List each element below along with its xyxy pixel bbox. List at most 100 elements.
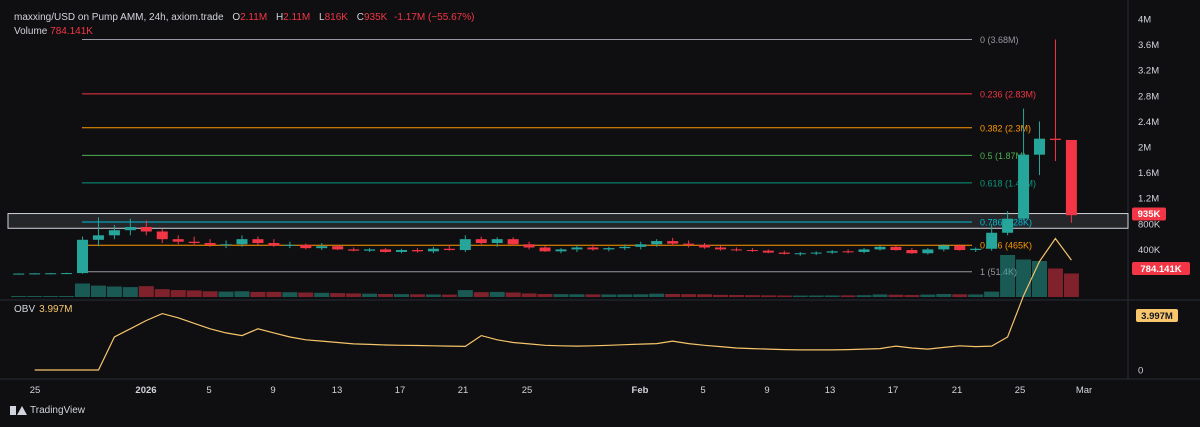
candle-body <box>475 239 487 243</box>
candle-body <box>140 227 152 232</box>
fib-label-0.236: 0.236 (2.83M) <box>980 89 1036 99</box>
volume-bar <box>59 296 75 297</box>
fib-label-0: 0 (3.68M) <box>980 35 1019 45</box>
time-tick-label: 17 <box>888 385 899 396</box>
candle-body <box>108 230 120 236</box>
high-value: 2.11M <box>283 12 311 23</box>
volume-bar <box>792 295 808 297</box>
candle-body <box>124 227 136 231</box>
volume-bar <box>473 292 489 297</box>
volume-bar <box>920 294 936 297</box>
candle-body <box>810 252 822 254</box>
volume-bar <box>872 294 888 297</box>
candle-body <box>746 250 758 252</box>
volume-bar <box>202 291 218 297</box>
candle-body <box>316 246 328 249</box>
volume-bar <box>250 291 266 297</box>
volume-legend[interactable]: Volume 784.141K <box>14 26 93 37</box>
tradingview-wordmark: TradingView <box>30 405 86 416</box>
price-tick-label: 3.2M <box>1138 66 1159 77</box>
symbol-legend[interactable]: maxxing/USD on Pump AMM, 24h, axiom.trad… <box>14 12 474 23</box>
time-axis[interactable]: 25 2026 5 9 13 17 21 25 Feb 5 9 13 17 21 25 Mar <box>30 385 1092 396</box>
low-value: 816K <box>324 12 348 23</box>
volume-bar <box>1032 261 1047 297</box>
candle-body <box>380 249 392 252</box>
candle-body <box>587 247 599 250</box>
volume-bar <box>649 293 665 297</box>
price-tick-label: 4M <box>1138 15 1151 26</box>
price-tick-label: 800K <box>1138 219 1161 230</box>
candle-body <box>188 241 200 243</box>
volume-bar <box>713 294 728 297</box>
price-tick-label: 2.8M <box>1138 91 1159 102</box>
candle-body <box>874 246 886 250</box>
volume-bar <box>585 294 601 297</box>
candle-body <box>77 239 88 274</box>
price-badge-bg <box>1132 207 1166 221</box>
time-tick-label: 2026 <box>135 385 156 396</box>
time-tick-label: Mar <box>1076 385 1092 396</box>
volume-bar <box>489 291 505 297</box>
volume-bar <box>952 294 968 297</box>
volume-bar <box>106 286 122 297</box>
candle-body <box>938 245 950 250</box>
volume-bar <box>11 296 27 297</box>
time-tick-label: 13 <box>825 385 836 396</box>
volume-bar <box>218 291 234 297</box>
tradingview-logo[interactable]: TradingView <box>10 405 85 416</box>
axis-badges: 935K 784.141K 3.997M <box>1132 207 1190 322</box>
candle-body <box>683 243 695 245</box>
candle-body <box>252 239 264 243</box>
volume-bar <box>505 292 521 297</box>
time-tick-label: 13 <box>332 385 343 396</box>
time-tick-label: 17 <box>395 385 406 396</box>
obv-series <box>34 237 1072 371</box>
volume-bar <box>601 294 617 297</box>
volume-bar <box>856 295 872 297</box>
candles[interactable] <box>13 39 1077 275</box>
time-tick-label: 5 <box>206 385 211 396</box>
fib-label-1: 1 (51.4K) <box>980 267 1017 277</box>
candle-body <box>268 243 280 246</box>
volume-bar <box>984 291 1000 297</box>
volume-badge: 784.141K <box>1140 264 1181 275</box>
volume-bar <box>298 292 314 297</box>
fib-label-0.382: 0.382 (2.3M) <box>980 123 1031 133</box>
candle-body <box>778 252 790 254</box>
volume-bar <box>330 293 346 297</box>
change-value: -1.17M (−55.67%) <box>394 12 475 23</box>
volume-bar <box>728 295 744 297</box>
price-tick-label: 1.6M <box>1138 168 1159 179</box>
volume-bar <box>27 296 43 297</box>
fib-label-0.5: 0.5 (1.87M) <box>980 151 1026 161</box>
fib-label-0.886: 0.886 (465K) <box>980 241 1032 251</box>
candle-body <box>411 250 423 252</box>
candle-body <box>364 249 376 251</box>
time-tick-label: 5 <box>700 385 705 396</box>
price-tick-label: 2M <box>1138 143 1151 154</box>
price-tick-label: 1.2M <box>1138 194 1159 205</box>
obv-line <box>34 237 1072 371</box>
candle-body <box>954 245 966 251</box>
price-tick-label: 3.6M <box>1138 40 1159 51</box>
obv-legend[interactable]: OBV 3.997M <box>14 304 72 315</box>
candle-body <box>61 273 73 275</box>
candle-body <box>906 250 918 254</box>
candle-body <box>396 250 407 252</box>
volume-bar <box>394 294 409 297</box>
candle-body <box>45 273 57 275</box>
candle-body <box>236 239 248 245</box>
candle-body <box>922 249 934 254</box>
candle-body <box>539 247 551 252</box>
volume-bars <box>11 255 1079 297</box>
volume-bar <box>617 294 633 297</box>
volume-bar <box>1000 255 1016 297</box>
candle-body <box>970 248 982 251</box>
volume-bar <box>1063 273 1079 297</box>
time-tick-label: 9 <box>764 385 769 396</box>
volume-bar <box>154 289 170 297</box>
candle-body <box>523 244 535 248</box>
volume-bar <box>681 294 697 297</box>
volume-bar <box>824 295 840 297</box>
